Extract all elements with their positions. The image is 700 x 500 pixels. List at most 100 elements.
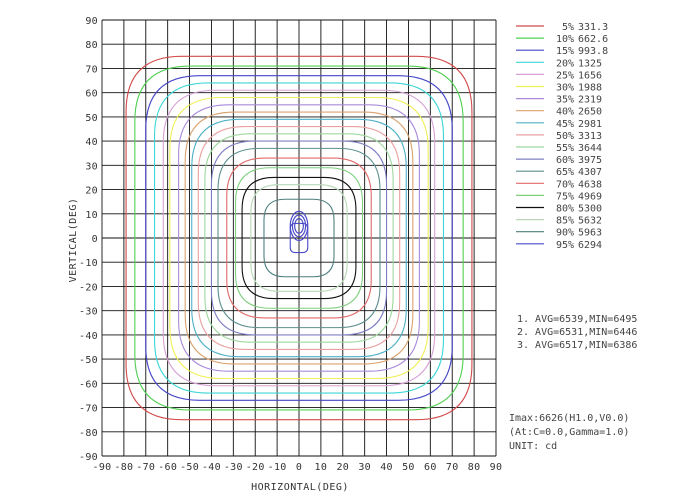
x-tick-label: 40 [380,462,393,473]
legend: 5% 331.3 10% 662.6 15% 993.8 20% 1325 25% 1656 30%… [516,22,608,251]
stats-block: 1. AVG=6539,MIN=6495 2. AVG=6531,MIN=6446… [517,314,637,351]
legend-percent: 90% [556,228,574,239]
info-line: Imax:6626(H1.0,V0.0) [509,413,629,424]
x-tick-label: -40 [202,462,221,473]
legend-percent: 30% [556,83,574,94]
legend-percent: 5% [562,22,574,33]
y-tick-label: 90 [85,16,98,27]
y-tick-label: 70 [85,64,98,75]
x-tick-label: 30 [358,462,371,473]
y-tick-label: 30 [85,161,98,172]
y-tick-label: 0 [92,234,98,245]
x-tick-label: -70 [136,462,155,473]
x-tick-label: 90 [490,462,503,473]
legend-percent: 65% [556,167,574,178]
legend-percent: 55% [556,143,574,154]
x-tick-label: 0 [296,462,302,473]
y-tick-label: -30 [79,307,98,318]
legend-value: 6294 [578,240,602,251]
y-tick-label: 60 [85,89,98,100]
contour-lines [125,55,473,421]
contour-85pct [250,184,348,292]
legend-value: 3644 [578,143,602,154]
x-tick-label: 70 [446,462,459,473]
legend-percent: 75% [556,191,574,202]
x-axis-ticks: -90 -80 -70 -60 -50 -40 -30 -20 -10 0 10 20 30 40 50 60… [93,462,503,473]
legend-value: 3313 [578,131,602,142]
x-tick-label: -20 [246,462,265,473]
legend-value: 5632 [578,216,602,227]
contour-75pct [234,167,364,309]
y-tick-label: 80 [85,40,98,51]
y-tick-label: -80 [79,428,98,439]
peak-contour [291,214,307,238]
x-tick-label: 50 [402,462,415,473]
x-tick-label: -50 [180,462,199,473]
y-tick-label: 50 [85,113,98,124]
y-tick-label: -50 [79,355,98,366]
legend-percent: 50% [556,131,574,142]
y-tick-label: -90 [79,452,98,463]
contour-55pct [204,133,394,343]
legend-percent: 45% [556,119,574,130]
contour-35pct [178,104,420,372]
y-tick-label: -10 [79,258,98,269]
contour-40pct [184,111,414,365]
info-block: Imax:6626(H1.0,V0.0) (At:C=0.0,Gamma=1.0)… [509,413,629,452]
x-tick-label: -30 [224,462,243,473]
contour-45pct [191,118,407,358]
contour-10pct [134,65,464,411]
contour-50pct [197,126,401,350]
x-axis-title: HORIZONTAL(DEG) [251,482,349,493]
x-tick-label: -90 [93,462,112,473]
stat-line: 2. AVG=6531,MIN=6446 [517,327,637,338]
y-axis-ticks: 90 80 70 60 50 40 30 20 10 0 -10 -20 -30 -40 -50 -60 -70… [79,16,98,463]
chart-grid [101,19,497,457]
contour-5pct [125,55,473,421]
x-tick-label: 80 [468,462,481,473]
legend-percent: 80% [556,204,574,215]
x-tick-label: 20 [336,462,349,473]
legend-value: 3975 [578,155,602,166]
legend-value: 993.8 [578,46,608,57]
y-tick-label: 20 [85,186,98,197]
legend-percent: 85% [556,216,574,227]
x-tick-label: 10 [315,462,328,473]
legend-percent: 60% [556,155,574,166]
legend-percent: 15% [556,46,574,57]
x-tick-label: 60 [424,462,437,473]
legend-value: 331.3 [578,22,608,33]
x-tick-label: -10 [268,462,287,473]
legend-percent: 35% [556,95,574,106]
legend-percent: 40% [556,107,574,118]
x-tick-label: -80 [114,462,133,473]
y-tick-label: -60 [79,379,98,390]
contour-70pct [226,157,372,319]
contour-90pct [263,198,335,278]
y-tick-label: -20 [79,282,98,293]
legend-value: 662.6 [578,34,608,45]
legend-value: 2319 [578,95,602,106]
y-tick-label: -40 [79,331,98,342]
stat-line: 1. AVG=6539,MIN=6495 [517,314,637,325]
legend-percent: 95% [556,240,574,251]
legend-percent: 10% [556,34,574,45]
legend-value: 4638 [578,179,602,190]
y-axis-title: VERTICAL(DEG) [68,198,79,283]
legend-value: 5300 [578,204,602,215]
legend-value: 4969 [578,191,602,202]
contour-30pct [169,96,429,380]
legend-value: 2981 [578,119,602,130]
contour-65pct [217,147,381,329]
stat-line: 3. AVG=6517,MIN=6386 [517,340,637,351]
legend-value: 1325 [578,58,602,69]
x-tick-label: -60 [158,462,177,473]
contour-15pct [145,75,453,401]
peak-contour [289,210,309,242]
legend-percent: 70% [556,179,574,190]
info-line: UNIT: cd [509,441,557,452]
legend-value: 1656 [578,70,602,81]
contour-60pct [210,140,388,336]
contour-80pct [241,176,357,300]
y-tick-label: 10 [85,210,98,221]
